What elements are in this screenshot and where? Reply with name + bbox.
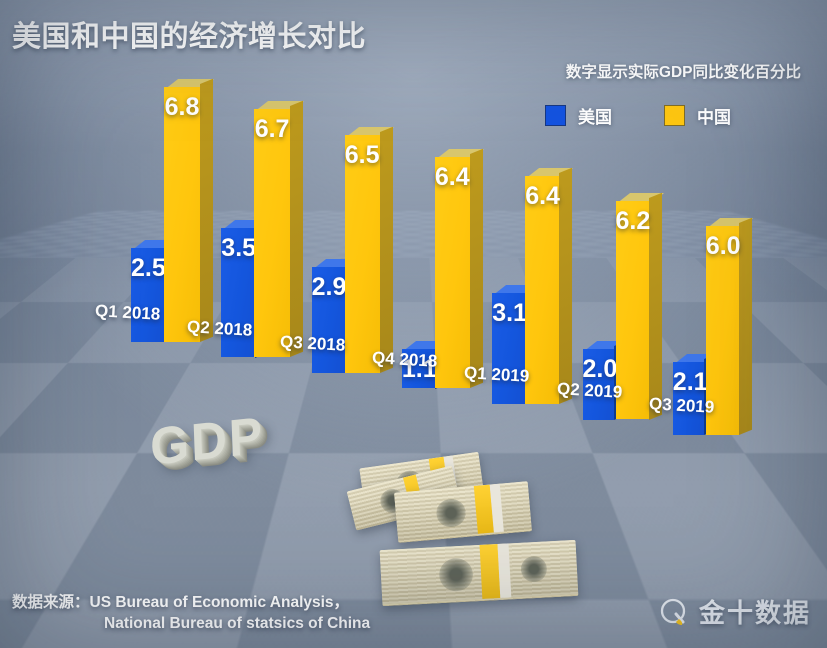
bar-front-face (221, 227, 255, 358)
bar-front-face (705, 226, 740, 435)
bar-cn-0: 6.8 (164, 78, 215, 343)
blue-square-swatch-icon (545, 105, 566, 126)
watermark-text: 金十数据 (698, 598, 811, 628)
bar-front-face (164, 87, 200, 342)
bar-us-2: 2.9 (311, 258, 359, 373)
bar-side-face (469, 148, 483, 389)
bar-front-face (401, 348, 435, 389)
x-axis-label: Q1 2019 (463, 363, 530, 386)
legend-label-us: 美国 (578, 108, 612, 127)
bar-cn-2: 6.5 (344, 126, 394, 373)
bar-side-face (649, 192, 663, 420)
watermark: 金十数据 (659, 593, 811, 630)
legend-item-us: 美国 (545, 103, 612, 128)
chart-subtitle: 数字显示实际GDP同比变化百分比 (565, 64, 801, 81)
x-axis-label: Q2 2018 (186, 316, 254, 340)
legend-label-cn: 中国 (697, 108, 731, 127)
legend-item-cn: 中国 (664, 103, 731, 128)
x-axis-label: Q1 2018 (94, 301, 161, 324)
source-label: 数据来源： (12, 594, 90, 611)
x-axis-label: Q4 2018 (371, 347, 438, 371)
bar-us-0: 2.5 (131, 239, 180, 342)
bar-front-face (525, 175, 560, 404)
bar-front-face (311, 266, 345, 373)
bar-front-face (672, 361, 705, 435)
bar-front-face (434, 157, 470, 389)
bar-cn-3: 6.4 (434, 148, 484, 389)
source-line-1: US Bureau of Economic Analysis， (89, 594, 350, 611)
bar-front-face (254, 109, 290, 358)
bar-front-face (582, 349, 615, 420)
bar-us-4: 3.1 (492, 285, 539, 404)
bar-front-face (344, 135, 380, 373)
bar-cn-1: 6.7 (254, 100, 304, 358)
bar-side-face (739, 217, 753, 435)
x-axis-label: Q3 2019 (648, 394, 715, 417)
source-line-2: National Bureau of statsics of China (104, 615, 371, 632)
yellow-square-swatch-icon (664, 105, 685, 126)
bar-front-face (615, 200, 650, 420)
bar-side-face (379, 126, 393, 373)
bar-side-face (289, 100, 303, 358)
x-axis-label: Q2 2019 (556, 378, 623, 402)
source-note: 数据来源：US Bureau of Economic Analysis， Nat… (12, 592, 370, 634)
gdp-3d-text: GDP (149, 405, 266, 477)
chart-legend: 美国 中国 (545, 103, 731, 128)
bar-front-face (492, 293, 525, 404)
magnifier-circle-logo-icon (660, 598, 686, 625)
bar-side-face (200, 78, 213, 343)
bar-side-face (559, 167, 573, 404)
page-title: 美国和中国的经济增长对比 (12, 21, 367, 53)
bar-cn-4: 6.4 (525, 167, 574, 404)
bar-front-face (131, 248, 165, 342)
x-axis-label: Q3 2018 (279, 332, 346, 355)
